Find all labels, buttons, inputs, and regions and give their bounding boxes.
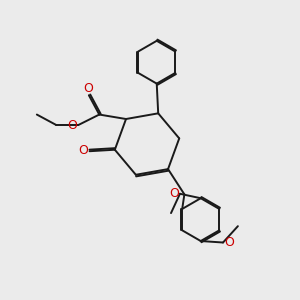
Text: O: O — [67, 119, 77, 132]
Text: O: O — [78, 144, 88, 158]
Text: O: O — [169, 187, 179, 200]
Text: O: O — [224, 236, 234, 249]
Text: O: O — [83, 82, 93, 95]
